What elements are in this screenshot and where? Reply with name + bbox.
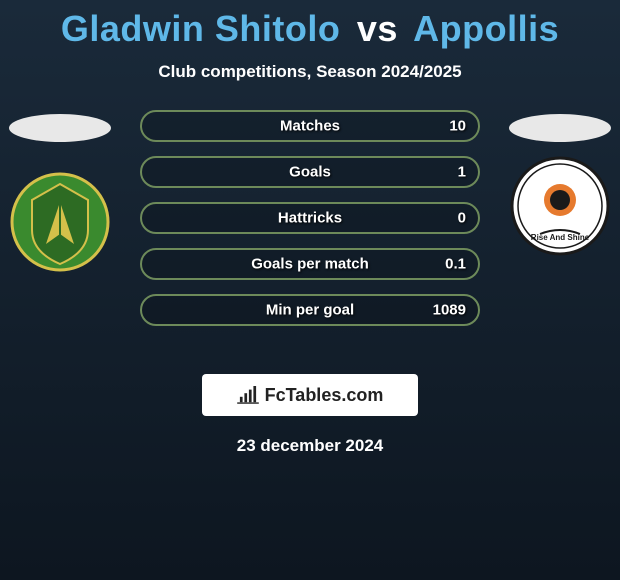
stat-row-min-per-goal: Min per goal 1089 xyxy=(140,294,480,326)
branding-box: FcTables.com xyxy=(202,374,418,416)
stat-row-hattricks: Hattricks 0 xyxy=(140,202,480,234)
player2-club-badge: Rise And Shine xyxy=(510,156,610,256)
player2-name: Appollis xyxy=(413,8,559,49)
stat-row-goals: Goals 1 xyxy=(140,156,480,188)
stat-label: Hattricks xyxy=(278,210,342,227)
player1-club-badge xyxy=(10,172,110,272)
stats-arena: Rise And Shine Matches 10 Goals 1 Hattri… xyxy=(0,110,620,370)
vs-text: vs xyxy=(357,8,398,49)
stat-label: Goals per match xyxy=(251,256,369,273)
chart-icon xyxy=(237,386,259,404)
left-player-column xyxy=(0,110,120,272)
stat-value: 10 xyxy=(449,118,466,135)
subtitle: Club competitions, Season 2024/2025 xyxy=(0,62,620,82)
date-text: 23 december 2024 xyxy=(0,436,620,456)
right-player-column: Rise And Shine xyxy=(500,110,620,256)
stat-row-goals-per-match: Goals per match 0.1 xyxy=(140,248,480,280)
stat-label: Goals xyxy=(289,164,331,181)
player1-name: Gladwin Shitolo xyxy=(61,8,341,49)
player2-photo-placeholder xyxy=(509,114,611,142)
stat-value: 1089 xyxy=(433,302,466,319)
stats-list: Matches 10 Goals 1 Hattricks 0 Goals per… xyxy=(140,110,480,340)
branding-text: FcTables.com xyxy=(265,385,384,406)
stat-label: Matches xyxy=(280,118,340,135)
stat-value: 0 xyxy=(458,210,466,227)
stat-label: Min per goal xyxy=(266,302,354,319)
svg-text:Rise And Shine: Rise And Shine xyxy=(531,233,590,242)
comparison-title: Gladwin Shitolo vs Appollis xyxy=(0,0,620,50)
stat-row-matches: Matches 10 xyxy=(140,110,480,142)
stat-value: 1 xyxy=(458,164,466,181)
player1-photo-placeholder xyxy=(9,114,111,142)
stat-value: 0.1 xyxy=(445,256,466,273)
